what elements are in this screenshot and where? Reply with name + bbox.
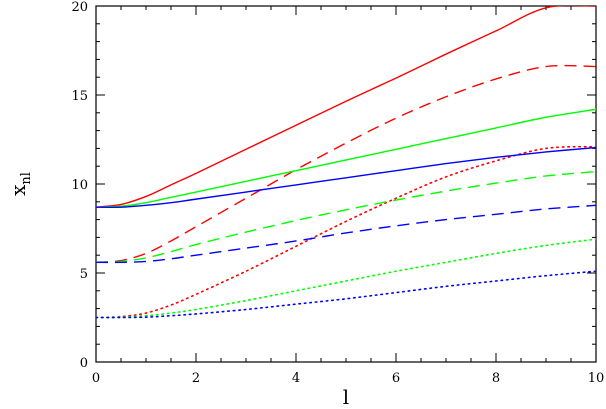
series-line-8 [96, 204, 596, 264]
y-tick-label: 20 [71, 0, 88, 15]
y-tick-label: 10 [71, 178, 88, 193]
series-line-5 [96, 170, 596, 264]
plot-frame [95, 5, 597, 363]
series-line-4 [96, 108, 596, 208]
x-tick-label: 2 [192, 371, 200, 386]
x-tick-label: 4 [292, 371, 300, 386]
series-line-1 [96, 6, 596, 208]
series-line-2 [96, 64, 596, 264]
x-tick-label: 10 [588, 371, 605, 386]
series-line-7 [96, 146, 596, 208]
series-line-9 [96, 270, 596, 319]
y-tick-label: 0 [80, 356, 88, 371]
series-line-3 [96, 145, 596, 319]
x-tick-label: 6 [392, 371, 400, 386]
tick-labels: 0 2 4 6 8 10 0 5 10 15 20 [71, 0, 604, 386]
axis-ticks [95, 5, 597, 363]
x-axis-title: l [343, 385, 349, 409]
y-axis-title-group: xnl [6, 172, 34, 196]
y-axis-title-subscript: nl [19, 172, 34, 185]
y-tick-label: 5 [80, 267, 88, 282]
x-tick-label: 8 [492, 371, 500, 386]
series-line-6 [96, 238, 596, 319]
y-axis-title-main: x [6, 184, 30, 196]
y-tick-label: 15 [71, 89, 88, 104]
x-tick-label: 0 [92, 371, 100, 386]
y-axis-title: xnl [6, 172, 34, 196]
series-group [96, 6, 596, 319]
